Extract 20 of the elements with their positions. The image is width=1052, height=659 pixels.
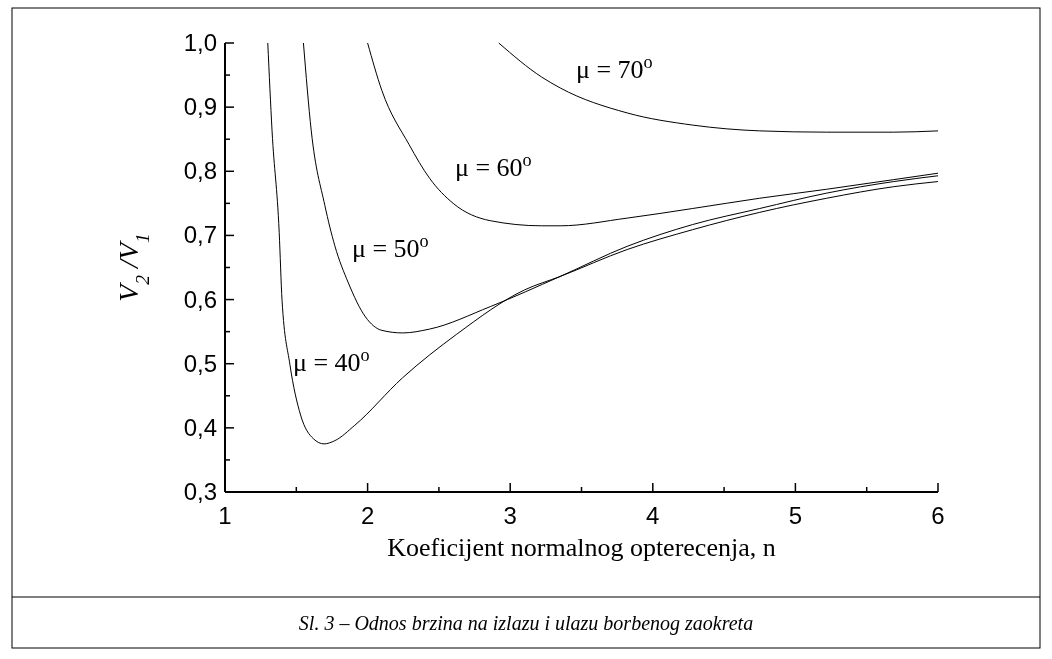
series-label: μ = 50$^{o}$ [352, 231, 429, 263]
x-tick-label: 3 [503, 502, 517, 529]
y-tick-label: 0,8 [183, 157, 217, 185]
series-label: μ = 60$^{o}$ [455, 150, 532, 182]
x-tick-label: 6 [931, 502, 945, 529]
y-tick-label: 0,3 [183, 478, 217, 505]
series-label: μ = 40$^{o}$ [293, 345, 370, 377]
y-tick-label: 1,0 [183, 29, 217, 56]
y-tick-label: 0,7 [183, 221, 217, 249]
x-axis-title: Koeficijent normalnog opterecenja, n [387, 533, 776, 562]
x-tick-label: 4 [646, 502, 660, 529]
y-tick-label: 0,4 [183, 413, 217, 441]
x-tick-label: 2 [360, 502, 375, 529]
y-tick-label: 0,6 [183, 285, 217, 313]
y-tick-label: 0,5 [183, 349, 217, 377]
series-label: μ = 70$^{o}$ [576, 52, 653, 84]
y-tick-label: 0,9 [183, 93, 217, 121]
x-tick-label: 5 [788, 502, 803, 529]
x-tick-label: 1 [218, 502, 232, 529]
text: Sl. 3 – Odnos brzina na izlazu i ulazu borbenog zaokreta [298, 612, 754, 635]
